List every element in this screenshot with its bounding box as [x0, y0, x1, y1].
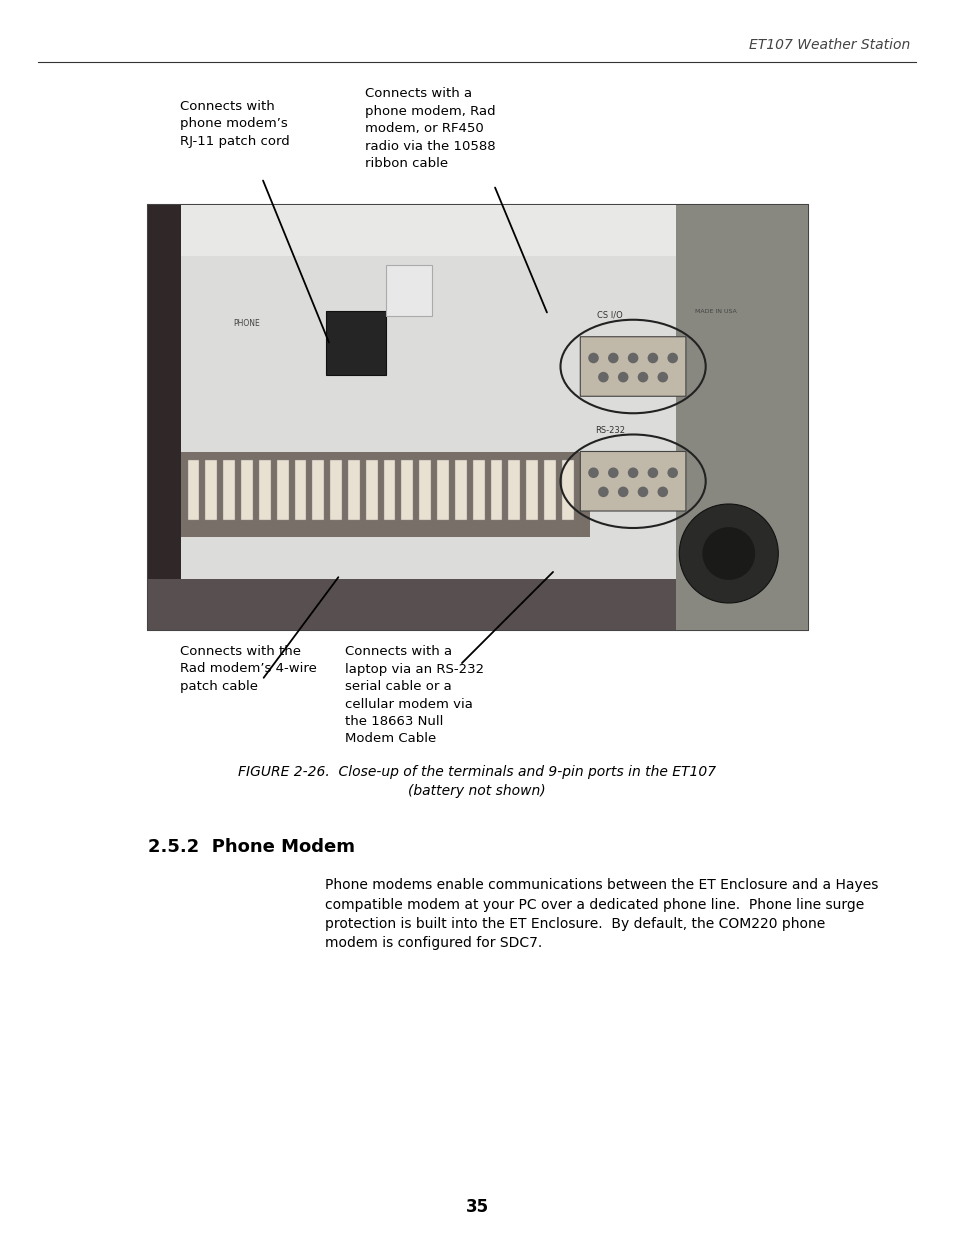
Bar: [148, 205, 807, 630]
Text: 35: 35: [465, 1198, 488, 1216]
Bar: [294, 459, 306, 520]
Bar: [526, 459, 537, 520]
Text: RS-232: RS-232: [595, 426, 624, 435]
Circle shape: [667, 468, 678, 478]
Text: ET107 Weather Station: ET107 Weather Station: [748, 38, 909, 52]
Circle shape: [647, 353, 658, 363]
FancyBboxPatch shape: [579, 452, 685, 511]
Bar: [508, 459, 519, 520]
Bar: [543, 459, 556, 520]
Bar: [326, 311, 385, 375]
Circle shape: [637, 372, 648, 383]
Circle shape: [618, 372, 628, 383]
Bar: [490, 459, 502, 520]
Text: FIGURE 2-26.  Close-up of the terminals and 9-pin ports in the ET107
(battery no: FIGURE 2-26. Close-up of the terminals a…: [237, 764, 716, 799]
Bar: [174, 205, 688, 256]
Bar: [383, 459, 395, 520]
Circle shape: [627, 353, 638, 363]
Bar: [205, 459, 217, 520]
Circle shape: [679, 504, 778, 603]
Bar: [561, 459, 573, 520]
Text: Connects with a
phone modem, Rad
modem, or RF450
radio via the 10588
ribbon cabl: Connects with a phone modem, Rad modem, …: [365, 86, 496, 170]
Circle shape: [607, 353, 618, 363]
Circle shape: [607, 468, 618, 478]
Bar: [312, 459, 324, 520]
Bar: [418, 459, 431, 520]
Bar: [365, 459, 377, 520]
Text: CS I/O: CS I/O: [597, 311, 622, 320]
Bar: [258, 459, 271, 520]
Circle shape: [637, 487, 648, 498]
Text: MADE IN USA: MADE IN USA: [694, 309, 736, 314]
Circle shape: [588, 468, 598, 478]
Text: Phone modems enable communications between the ET Enclosure and a Hayes
compatib: Phone modems enable communications betwe…: [325, 878, 878, 951]
Bar: [181, 452, 590, 536]
Bar: [436, 459, 449, 520]
Circle shape: [588, 353, 598, 363]
Circle shape: [657, 487, 667, 498]
Circle shape: [618, 487, 628, 498]
Bar: [174, 226, 676, 588]
Text: PHONE: PHONE: [233, 320, 260, 329]
Bar: [348, 459, 359, 520]
FancyBboxPatch shape: [579, 337, 685, 396]
Bar: [385, 264, 432, 315]
Bar: [148, 205, 181, 630]
Circle shape: [598, 372, 608, 383]
Circle shape: [627, 468, 638, 478]
Bar: [401, 459, 413, 520]
Bar: [473, 459, 484, 520]
Bar: [223, 459, 234, 520]
Bar: [330, 459, 342, 520]
Bar: [455, 459, 466, 520]
Text: Connects with the
Rad modem’s 4-wire
patch cable: Connects with the Rad modem’s 4-wire pat…: [180, 645, 316, 693]
Text: 2.5.2  Phone Modem: 2.5.2 Phone Modem: [148, 839, 355, 856]
Circle shape: [598, 487, 608, 498]
Bar: [676, 205, 807, 630]
Circle shape: [657, 372, 667, 383]
Circle shape: [667, 353, 678, 363]
Text: Connects with
phone modem’s
RJ-11 patch cord: Connects with phone modem’s RJ-11 patch …: [180, 100, 290, 148]
Bar: [188, 459, 199, 520]
Bar: [148, 579, 688, 630]
Circle shape: [647, 468, 658, 478]
Bar: [241, 459, 253, 520]
Text: Connects with a
laptop via an RS-232
serial cable or a
cellular modem via
the 18: Connects with a laptop via an RS-232 ser…: [345, 645, 483, 746]
Circle shape: [701, 527, 755, 580]
Bar: [276, 459, 288, 520]
